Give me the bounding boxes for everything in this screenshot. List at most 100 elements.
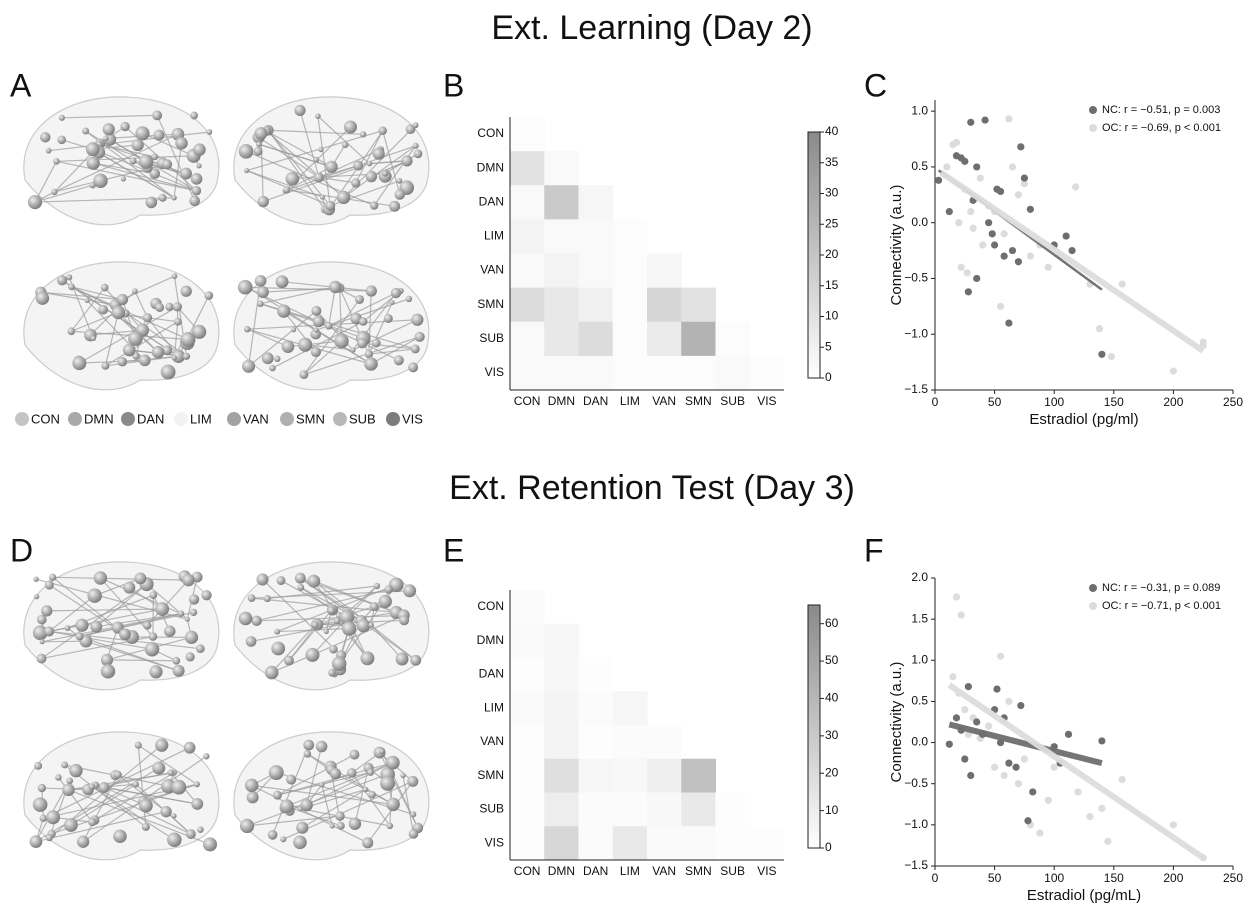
node (360, 651, 374, 665)
point (991, 241, 998, 248)
row-label: SMN (477, 297, 504, 311)
node (161, 365, 176, 380)
node (98, 305, 108, 315)
point (997, 188, 1004, 195)
node (307, 575, 320, 588)
heat-cell (544, 254, 579, 289)
node (355, 295, 364, 304)
colorbar-label: 5 (825, 339, 832, 353)
node (370, 201, 379, 210)
node (117, 357, 127, 367)
point (1021, 755, 1028, 762)
y-tick-label: 0.5 (911, 694, 928, 708)
x-tick-label: 0 (932, 871, 939, 885)
node (40, 639, 45, 644)
node (242, 360, 255, 373)
y-axis-label: Connectivity (a.u.) (888, 662, 905, 783)
node (379, 126, 387, 134)
node (38, 784, 46, 792)
heat-cell (510, 219, 545, 254)
heat-cell (647, 793, 682, 827)
legend-label: VIS (402, 411, 423, 426)
node (413, 122, 419, 128)
node (171, 813, 176, 818)
point (1009, 163, 1016, 170)
heat-cell (579, 725, 614, 759)
node (34, 762, 42, 770)
heat-cell (579, 826, 614, 860)
point (1074, 788, 1081, 795)
colorbar (808, 605, 820, 848)
node (256, 141, 262, 147)
node (143, 313, 152, 322)
node (296, 822, 308, 834)
point (1015, 780, 1022, 787)
point (961, 755, 968, 762)
node (373, 148, 385, 160)
node (239, 144, 254, 159)
x-tick-label: 100 (1044, 395, 1064, 409)
heat-cell (510, 356, 545, 391)
node (324, 629, 329, 634)
heat-cell (544, 219, 579, 254)
node (379, 748, 385, 754)
point (1098, 805, 1105, 812)
colorbar-label: 20 (825, 765, 839, 779)
node (374, 583, 380, 589)
colorbar-label: 0 (825, 370, 832, 384)
node (67, 327, 75, 335)
node (180, 168, 192, 180)
heat-cell (544, 356, 579, 391)
node (99, 782, 110, 793)
node (57, 275, 67, 285)
heat-cell (544, 322, 579, 357)
heat-cell (613, 288, 648, 323)
x-tick-label: 200 (1163, 871, 1183, 885)
node (262, 352, 274, 364)
legend-swatch (333, 412, 347, 426)
legend-swatch (174, 412, 188, 426)
y-tick-label: 0.0 (911, 215, 928, 229)
node (257, 286, 269, 298)
node (185, 631, 198, 644)
node (274, 629, 280, 635)
legend-label: DAN (137, 411, 164, 426)
node (103, 135, 109, 141)
heat-cell (681, 322, 716, 357)
point (1119, 280, 1126, 287)
legend-swatch (121, 412, 135, 426)
node (153, 130, 164, 141)
node (173, 665, 185, 677)
colorbar-label: 15 (825, 278, 839, 292)
heat-cell (613, 254, 648, 289)
node (132, 139, 144, 151)
node (359, 317, 367, 325)
legend-swatch (15, 412, 29, 426)
node (365, 350, 373, 358)
x-tick-label: 50 (988, 871, 1002, 885)
figure: Ext. Learning (Day 2) Ext. Retention Tes… (0, 0, 1250, 904)
node (360, 131, 366, 137)
heat-cell (716, 322, 751, 357)
colorbar-label: 30 (825, 728, 839, 742)
node (59, 115, 65, 121)
brain (24, 97, 219, 225)
heat-cell (613, 725, 648, 759)
brain (24, 562, 219, 690)
heat-cell (544, 624, 579, 658)
x-axis-label: Estradiol (pg/ml) (1029, 411, 1138, 428)
node (283, 186, 290, 193)
point (965, 683, 972, 690)
heat-cell (544, 793, 579, 827)
node (184, 742, 196, 754)
node (353, 161, 363, 171)
heat-cell (716, 356, 751, 391)
y-tick-label: 0.5 (911, 159, 928, 173)
node (189, 594, 199, 604)
legend-label: SMN (296, 411, 325, 426)
section-title: Ext. Retention Test (Day 3) (449, 469, 855, 507)
point (1045, 797, 1052, 804)
column-label: VIS (757, 394, 776, 408)
x-axis-label: Estradiol (pg/mL) (1027, 887, 1141, 904)
brain (234, 562, 429, 690)
